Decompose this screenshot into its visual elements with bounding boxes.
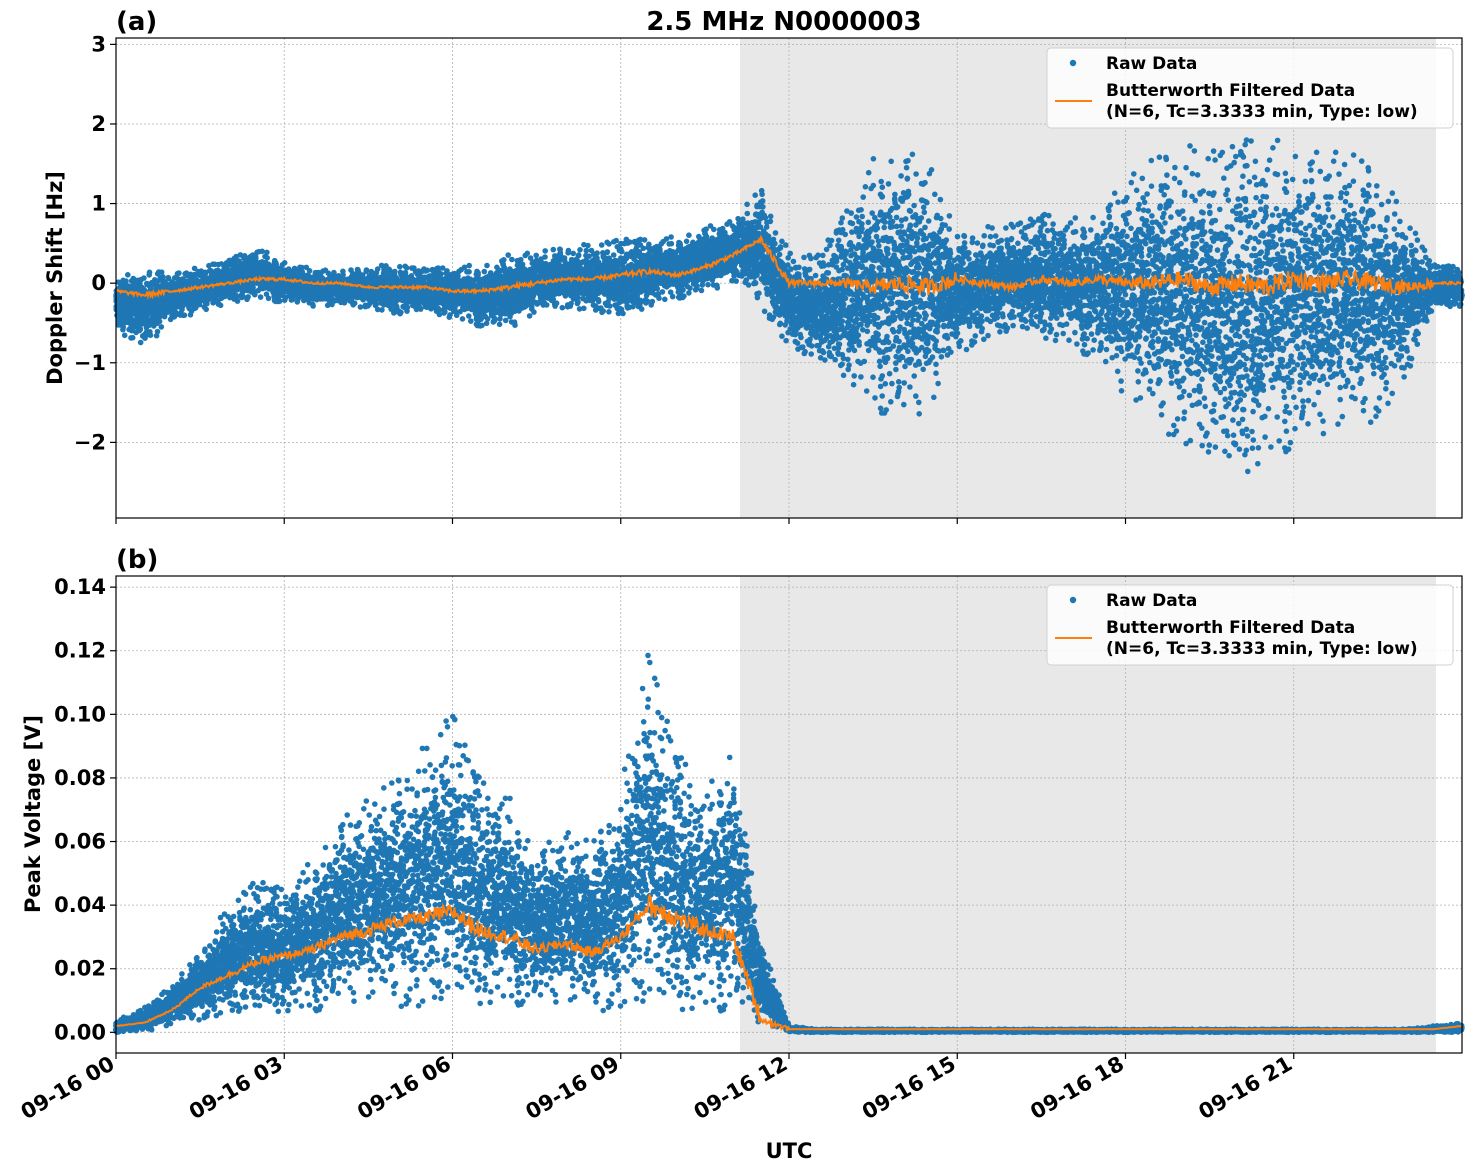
raw-point [551, 247, 557, 253]
raw-point [273, 260, 279, 266]
raw-point [259, 249, 265, 255]
raw-point [147, 270, 153, 276]
raw-point [379, 307, 385, 313]
raw-point [182, 312, 188, 318]
figure-title: 2.5 MHz N0000003 [646, 7, 921, 37]
raw-point [531, 309, 537, 315]
raw-point [482, 269, 488, 275]
raw-point [373, 302, 379, 308]
raw-point [405, 305, 411, 311]
raw-point [310, 303, 316, 309]
raw-point [542, 248, 548, 254]
raw-point [176, 270, 182, 276]
raw-point [442, 309, 448, 315]
raw-point [503, 318, 509, 324]
raw-point [533, 253, 539, 259]
raw-point [264, 255, 270, 261]
raw-point [512, 322, 518, 328]
raw-point [340, 269, 346, 275]
raw-point [352, 300, 358, 306]
raw-point [122, 333, 128, 339]
raw-point [466, 269, 472, 275]
raw-point [160, 274, 166, 280]
raw-point [425, 268, 431, 274]
raw-point [497, 322, 503, 328]
raw-point [130, 335, 136, 341]
raw-point [398, 310, 404, 316]
raw-point [307, 268, 313, 274]
raw-point [466, 263, 472, 269]
raw-point [497, 316, 503, 322]
raw-point [438, 271, 444, 277]
raw-point [138, 340, 144, 346]
raw-point [138, 327, 144, 333]
raw-point [125, 272, 131, 278]
raw-point [542, 254, 548, 260]
raw-point [258, 294, 264, 300]
raw-point [475, 270, 481, 276]
raw-point [155, 329, 161, 335]
raw-point [544, 302, 550, 308]
raw-point [282, 260, 288, 266]
raw-point [525, 251, 531, 257]
raw-point [245, 294, 251, 300]
raw-point [264, 250, 270, 256]
raw-point [505, 252, 511, 258]
raw-point [404, 265, 410, 271]
raw-point [159, 324, 165, 330]
raw-point [527, 313, 533, 319]
raw-point [484, 263, 490, 269]
raw-point [509, 257, 515, 263]
raw-point [218, 303, 224, 309]
raw-point [141, 275, 147, 281]
raw-point [397, 264, 403, 270]
raw-point [468, 318, 474, 324]
raw-point [277, 298, 283, 304]
raw-point [266, 296, 272, 302]
raw-point [492, 317, 498, 323]
raw-point [203, 307, 209, 313]
raw-point [466, 313, 472, 319]
raw-point [148, 332, 154, 338]
raw-point [392, 269, 398, 275]
raw-point [358, 304, 364, 310]
raw-point [460, 316, 466, 322]
